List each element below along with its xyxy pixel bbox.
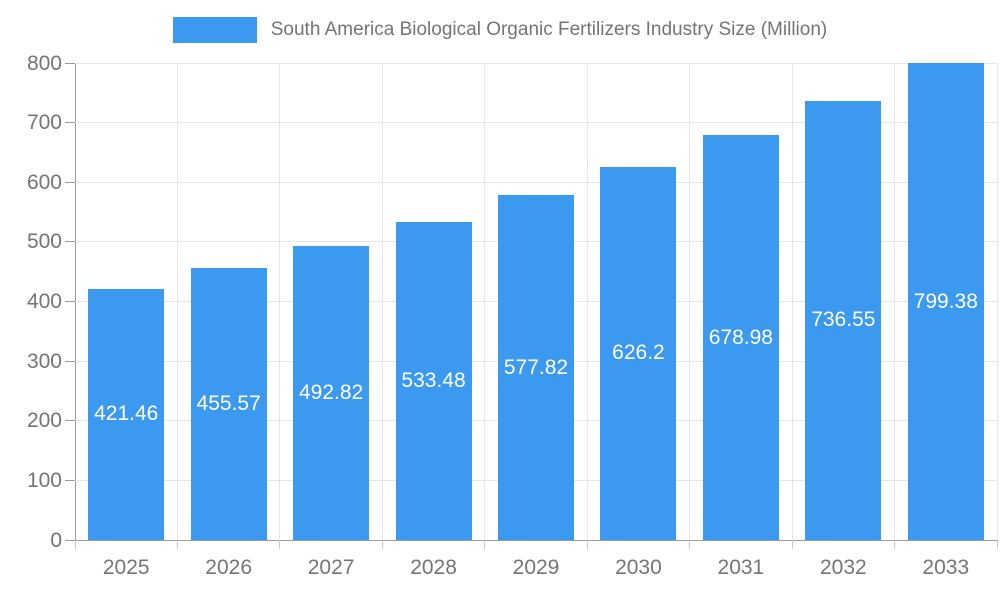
x-tick-mark-4 [484,540,486,549]
y-tick-label-800: 800 [26,51,62,75]
x-axis-line [65,540,997,541]
bar-2027[interactable]: 492.82 [293,246,370,540]
bar-2025[interactable]: 421.46 [88,288,165,540]
bar-value-label-2026: 455.57 [196,392,261,416]
y-tick-label-300: 300 [26,349,62,373]
y-tick-mark-800 [65,62,75,64]
legend-swatch [172,17,257,43]
bar-2029[interactable]: 577.82 [498,195,574,540]
x-tick-mark-3 [381,540,383,549]
gridline-x-6 [689,63,691,540]
bar-value-label-2031: 678.98 [708,325,773,349]
y-tick-label-700: 700 [26,111,62,135]
gridline-x-1 [176,63,178,540]
x-tick-mark-7 [791,540,793,549]
gridline-x-3 [381,63,383,540]
x-tick-label-2025: 2025 [102,556,150,579]
x-tick-mark-6 [689,540,691,549]
plot-area: 421.46 455.57 492.82 533.48 577.82 626.2 678.9… [75,62,998,540]
bar-2028[interactable]: 533.48 [395,221,472,540]
y-tick-label-500: 500 [26,230,62,254]
y-tick-mark-700 [65,122,75,124]
x-tick-label-2030: 2030 [615,556,662,579]
bar-2032[interactable]: 736.55 [805,100,882,540]
x-tick-label-2029: 2029 [512,556,560,579]
gridline-y-800 [75,62,997,64]
y-tick-mark-200 [65,420,75,422]
bar-value-label-2033: 799.38 [913,289,978,313]
gridline-x-2 [279,63,281,540]
x-tick-mark-2 [279,540,281,549]
gridline-y-700 [75,122,997,124]
y-tick-label-0: 0 [50,528,62,552]
bar-2031[interactable]: 678.98 [702,135,779,540]
x-tick-label-2026: 2026 [205,556,253,579]
bar-value-label-2028: 533.48 [401,368,466,392]
bar-value-label-2025: 421.46 [94,402,159,426]
gridline-x-5 [586,63,588,540]
y-tick-mark-600 [65,181,75,183]
x-tick-mark-9 [996,540,998,549]
x-tick-mark-8 [894,540,896,549]
bar-2030[interactable]: 626.2 [600,166,677,540]
x-tick-label-2033: 2033 [922,556,970,579]
x-tick-mark-0 [74,540,76,549]
legend-label: South America Biological Organic Fertili… [270,19,828,40]
gridline-x-9 [996,63,998,540]
bar-value-label-2029: 577.82 [503,355,569,379]
y-tick-label-100: 100 [26,468,62,492]
gridline-x-7 [791,63,793,540]
y-tick-mark-500 [65,241,75,243]
bar-value-label-2027: 492.82 [298,381,364,405]
bar-value-label-2032: 736.55 [811,308,876,332]
y-tick-label-200: 200 [26,409,62,433]
bar-2033[interactable]: 799.38 [907,63,984,540]
y-tick-mark-0 [65,539,75,541]
bar-2026[interactable]: 455.57 [190,268,267,540]
bar-value-label-2030: 626.2 [612,341,665,365]
y-tick-label-400: 400 [26,290,62,313]
x-tick-mark-1 [176,540,178,549]
x-tick-mark-5 [586,540,588,549]
legend-item[interactable]: South America Biological Organic Fertili… [0,17,1000,43]
y-axis-line [75,63,76,548]
gridline-x-8 [894,63,896,540]
y-tick-mark-400 [65,301,75,302]
y-tick-mark-100 [65,479,75,481]
y-tick-mark-300 [65,360,75,362]
x-tick-label-2028: 2028 [410,556,457,579]
x-tick-label-2027: 2027 [307,556,355,579]
gridline-x-4 [484,63,486,540]
y-tick-label-600: 600 [26,170,62,194]
x-tick-label-2032: 2032 [819,556,867,579]
gridline-y-600 [75,181,997,183]
x-tick-label-2031: 2031 [717,556,765,579]
